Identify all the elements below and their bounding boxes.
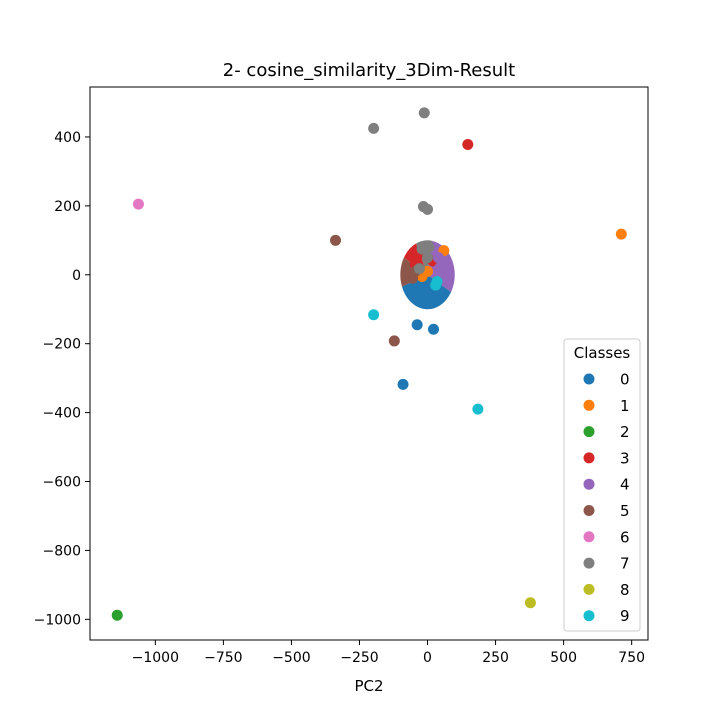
- scatter-point-class-8: [524, 597, 536, 609]
- legend-label: 9: [620, 607, 630, 625]
- legend-label: 5: [620, 502, 630, 520]
- scatter-point-class-5: [330, 234, 342, 246]
- y-tick-label: −600: [43, 475, 81, 491]
- scatter-point-class-0: [411, 319, 423, 331]
- scatter-point-class-2: [111, 609, 123, 621]
- scatter-point-class-9: [472, 403, 484, 415]
- x-tick-label: −500: [272, 650, 310, 666]
- legend-title: Classes: [574, 344, 631, 362]
- x-tick-label: 500: [550, 650, 577, 666]
- points-layer: [111, 107, 627, 621]
- scatter-point-class-5: [388, 335, 400, 347]
- x-tick-label: −750: [204, 650, 242, 666]
- scatter-point-class-0: [420, 286, 432, 298]
- legend-label: 6: [620, 528, 630, 546]
- x-tick-label: 0: [423, 650, 432, 666]
- scatter-point-class-4: [432, 252, 444, 264]
- scatter-point-class-1: [615, 228, 627, 240]
- legend-marker-class-5: [583, 505, 595, 516]
- x-axis-ticks: −1000 −750 −500 −250 0 250 500 750: [132, 640, 645, 666]
- scatter-point-class-7: [422, 203, 434, 215]
- scatter-point-class-7: [423, 241, 435, 253]
- y-tick-label: −400: [43, 406, 81, 422]
- x-tick-label: −1000: [132, 650, 179, 666]
- legend-marker-class-6: [583, 531, 595, 543]
- legend-marker-class-1: [583, 399, 595, 411]
- x-tick-label: −250: [340, 650, 378, 666]
- legend-box: [563, 338, 641, 632]
- y-tick-label: 200: [54, 199, 81, 215]
- legend-marker-class-0: [583, 373, 595, 385]
- legend-marker-class-4: [583, 478, 595, 490]
- y-tick-label: −1000: [34, 612, 81, 628]
- legend-marker-class-3: [583, 452, 595, 464]
- legend-label: 0: [620, 371, 630, 389]
- legend-label: 4: [620, 476, 630, 494]
- legend-label: 8: [620, 581, 630, 599]
- scatter-point-class-7: [413, 263, 425, 275]
- y-tick-label: −800: [43, 543, 81, 559]
- scatter-point-class-9: [368, 309, 380, 321]
- scatter-point-class-9: [431, 276, 443, 288]
- x-axis-label: PC2: [354, 677, 383, 695]
- y-tick-label: −200: [43, 337, 81, 353]
- scatter-point-class-7: [368, 122, 380, 134]
- axes-frame: [89, 86, 649, 641]
- legend-label: 1: [620, 397, 630, 415]
- chart-title: 2- cosine_similarity_3Dim-Result: [223, 60, 515, 81]
- legend-entries: 0 1 2 3 4 5 6 7 8 9: [583, 371, 630, 625]
- legend: Classes 0 1 2 3 4 5 6 7 8 9: [563, 338, 641, 632]
- legend-label: 2: [620, 423, 630, 441]
- scatter-point-class-7: [418, 107, 430, 119]
- scatter-point-class-0: [397, 378, 409, 390]
- scatter-point-class-7: [422, 252, 434, 264]
- legend-marker-class-7: [583, 557, 595, 569]
- legend-marker-class-2: [583, 426, 595, 438]
- legend-label: 7: [620, 555, 630, 573]
- scatter-point-class-4: [434, 262, 446, 274]
- scatter-point-class-3: [462, 139, 474, 151]
- x-tick-label: 750: [618, 650, 645, 666]
- x-tick-label: 250: [482, 650, 509, 666]
- legend-marker-class-8: [583, 583, 595, 595]
- scatter-point-class-0: [428, 323, 440, 335]
- legend-marker-class-9: [583, 610, 595, 622]
- y-axis-ticks: 400 200 0 −200 −400 −600 −800 −1000: [34, 130, 90, 628]
- scatter-point-class-6: [132, 198, 144, 210]
- y-tick-label: 400: [54, 130, 81, 146]
- legend-label: 3: [620, 449, 630, 467]
- y-tick-label: 0: [72, 268, 81, 284]
- scatter-point-class-0: [428, 293, 440, 305]
